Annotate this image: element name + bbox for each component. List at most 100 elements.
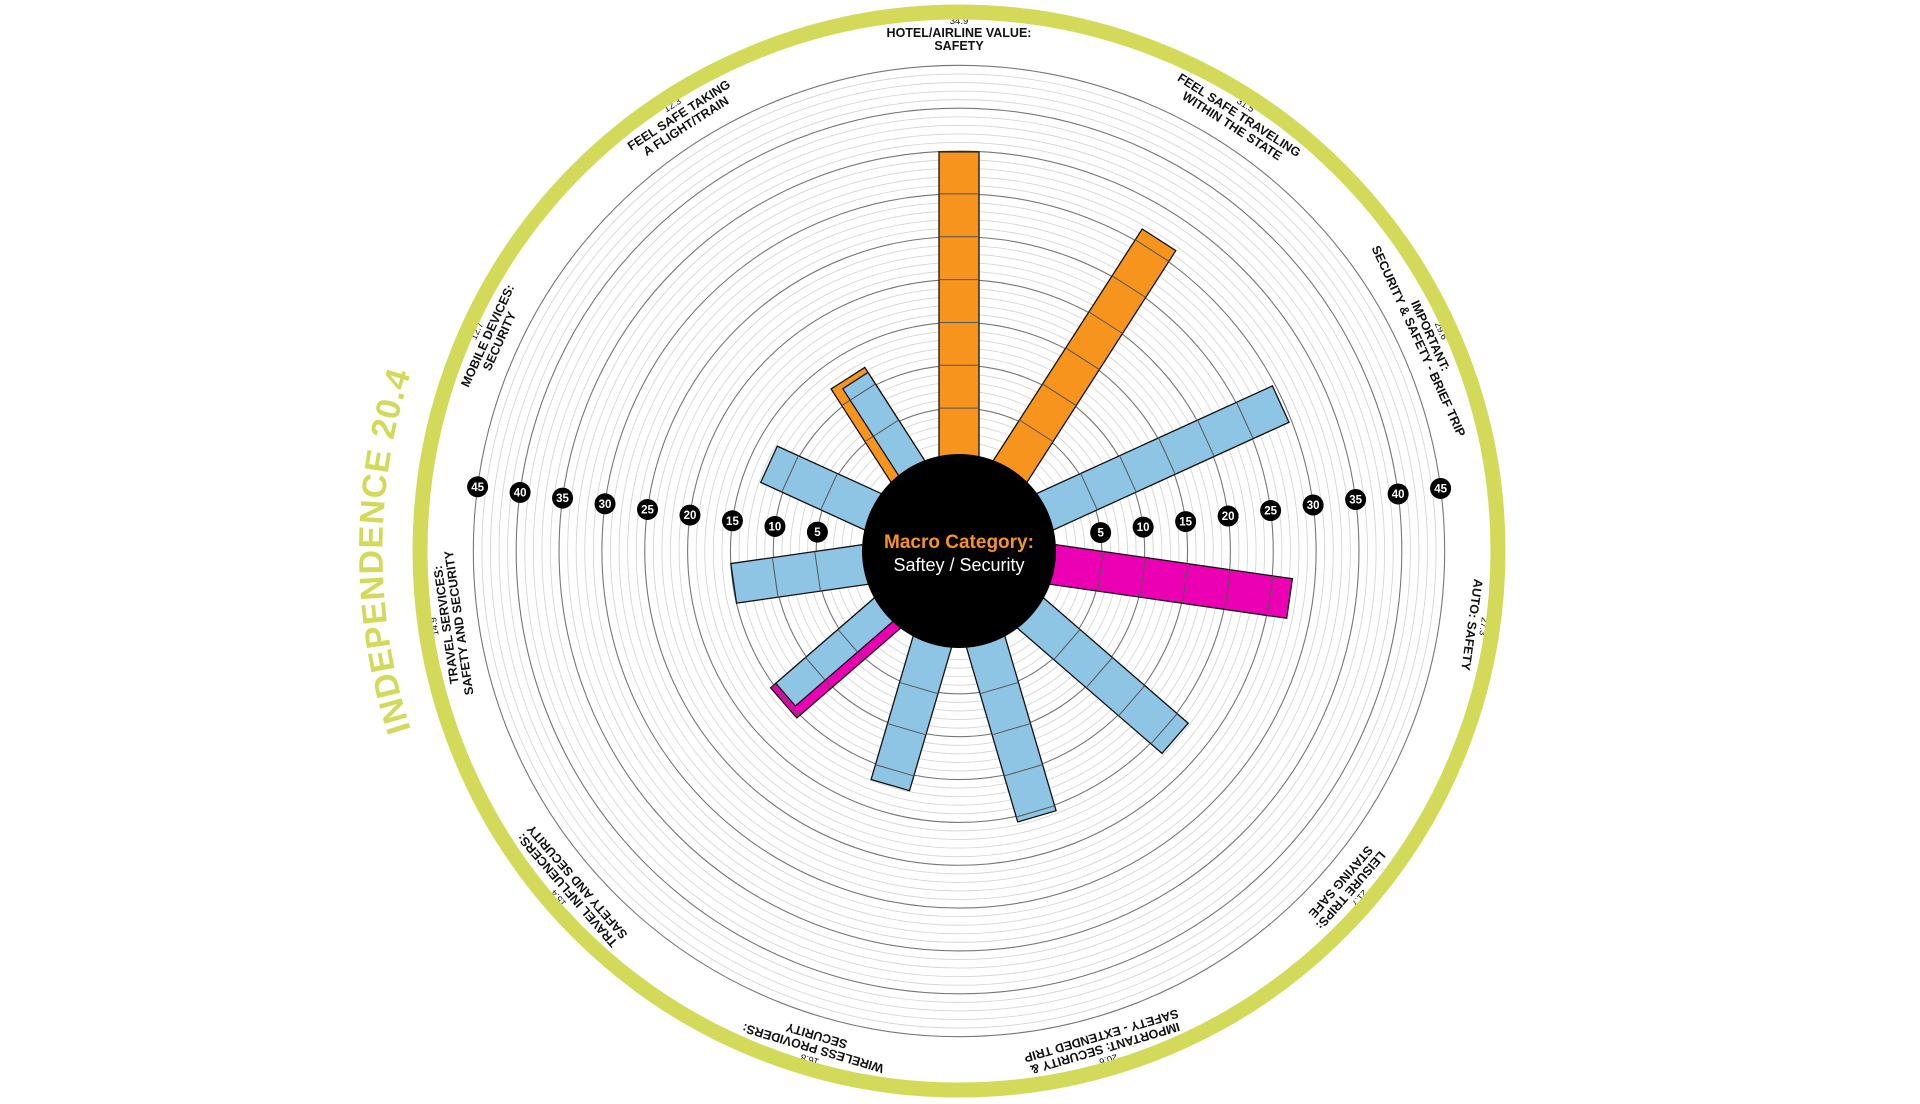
tick-label: 5 — [1097, 528, 1104, 540]
bar-gridline — [849, 383, 876, 401]
tick-badge-circle — [1260, 500, 1282, 522]
bar-gridline — [1266, 575, 1274, 616]
center-circle — [862, 454, 1056, 648]
bar-gridline — [814, 551, 821, 592]
bar-gridline — [887, 723, 927, 736]
tick-label: 5 — [814, 527, 821, 539]
tick-label: 30 — [599, 499, 612, 511]
bar-gridline — [1224, 569, 1231, 610]
center-subheading: Saftey / Security — [893, 555, 1024, 575]
bar-gridline — [1042, 383, 1077, 407]
tick-badge: 35 — [1345, 488, 1367, 510]
tick-badge: 45 — [467, 476, 489, 498]
bar-gridline — [873, 419, 899, 437]
tick-badge: 40 — [509, 481, 531, 503]
tick-badge-circle — [721, 510, 743, 532]
tick-badge: 15 — [721, 510, 743, 532]
category-name: HOTEL/AIRLINE VALUE: — [887, 26, 1032, 40]
tick-badge: 25 — [1260, 500, 1282, 522]
tick-label: 35 — [556, 493, 569, 505]
center-heading: Macro Category: — [884, 532, 1034, 553]
tick-badge-circle — [806, 521, 828, 543]
tick-badge-circle — [1430, 477, 1452, 499]
minor-grid-ring — [524, 116, 1394, 986]
tick-badge: 35 — [552, 487, 574, 509]
tick-label: 30 — [1307, 500, 1320, 512]
tick-badge-circle — [552, 487, 574, 509]
minor-grid-ring — [490, 82, 1428, 1020]
tick-badge: 5 — [806, 521, 828, 543]
tick-badge: 40 — [1387, 483, 1409, 505]
bar-gridline — [1118, 685, 1146, 717]
tick-label: 40 — [1392, 489, 1405, 501]
bar-gridline — [1111, 275, 1146, 298]
tick-badge-circle — [1090, 522, 1112, 544]
minor-grid-ring — [481, 73, 1437, 1029]
bar-gridline — [991, 723, 1031, 736]
bar-gridline — [1150, 713, 1178, 745]
tick-label: 15 — [1179, 517, 1192, 529]
tick-badge-circle — [764, 515, 786, 537]
major-grid-ring — [515, 107, 1403, 995]
tick-badge: 45 — [1430, 477, 1452, 499]
tick-badge-circle — [1345, 488, 1367, 510]
bar-gridline — [1139, 557, 1147, 598]
ring-title-text: INDEPENDENCE 20.4 — [352, 364, 417, 739]
bar-gridline — [875, 764, 914, 777]
bar-gridline — [820, 473, 838, 511]
bar-gridline — [1181, 563, 1189, 604]
tick-badge-circle — [1302, 494, 1324, 516]
bar-gridline — [837, 629, 858, 653]
tick-badge-circle — [637, 498, 659, 520]
major-grid-ring — [558, 150, 1360, 952]
ring-title: INDEPENDENCE 20.4 — [352, 364, 418, 739]
tick-badge: 25 — [637, 498, 659, 520]
tick-label: 45 — [1434, 483, 1447, 495]
bar-gridline — [1097, 551, 1104, 592]
tick-badge: 30 — [594, 493, 616, 515]
tick-badge: 20 — [679, 504, 701, 526]
tick-label: 45 — [471, 482, 484, 494]
tick-label: 15 — [726, 516, 739, 528]
outer-ring — [412, 4, 1506, 1098]
bar-gridline — [1134, 239, 1170, 262]
tick-badge-circle — [1217, 505, 1239, 527]
tick-label: 10 — [769, 521, 782, 533]
bar-gridline — [1080, 473, 1098, 511]
tick-badge-circle — [1175, 511, 1197, 533]
tick-label: 10 — [1137, 522, 1150, 534]
category-value: 34.9 — [950, 16, 969, 27]
tick-badge-circle — [509, 481, 531, 503]
tick-label: 25 — [1264, 506, 1277, 518]
bar-gridline — [1085, 657, 1113, 689]
minor-grid-ring — [498, 90, 1420, 1012]
minor-grid-ring — [507, 99, 1411, 1003]
bar-gridline — [805, 657, 826, 681]
tick-label: 20 — [1222, 511, 1235, 523]
bar-gridline — [771, 557, 779, 598]
bar-gridline — [1016, 805, 1055, 818]
bar-gridline — [1019, 419, 1054, 443]
axis-ticks: 5 10 15 20 25 30 35 40 45 5 10 15 20 25 30 35 40 45 — [467, 476, 1452, 544]
tick-badge-circle — [594, 493, 616, 515]
tick-badge-circle — [1387, 483, 1409, 505]
bar-gridline — [781, 455, 799, 493]
bar-gridline — [899, 681, 939, 695]
tick-label: 25 — [641, 504, 654, 516]
minor-grid-ring — [550, 142, 1368, 960]
tick-badge: 10 — [764, 515, 786, 537]
major-grid-ring — [472, 64, 1446, 1038]
bar — [938, 151, 980, 492]
bar-gridline — [772, 685, 800, 717]
bar-gridline — [1197, 419, 1215, 457]
bar-gridline — [1053, 629, 1081, 660]
tick-badge: 30 — [1302, 494, 1324, 516]
tick-badge: 5 — [1090, 522, 1112, 544]
tick-label: 40 — [514, 487, 527, 499]
tick-badge-circle — [1132, 516, 1154, 538]
tick-label: 20 — [684, 510, 697, 522]
bar-gridline — [1158, 437, 1176, 475]
